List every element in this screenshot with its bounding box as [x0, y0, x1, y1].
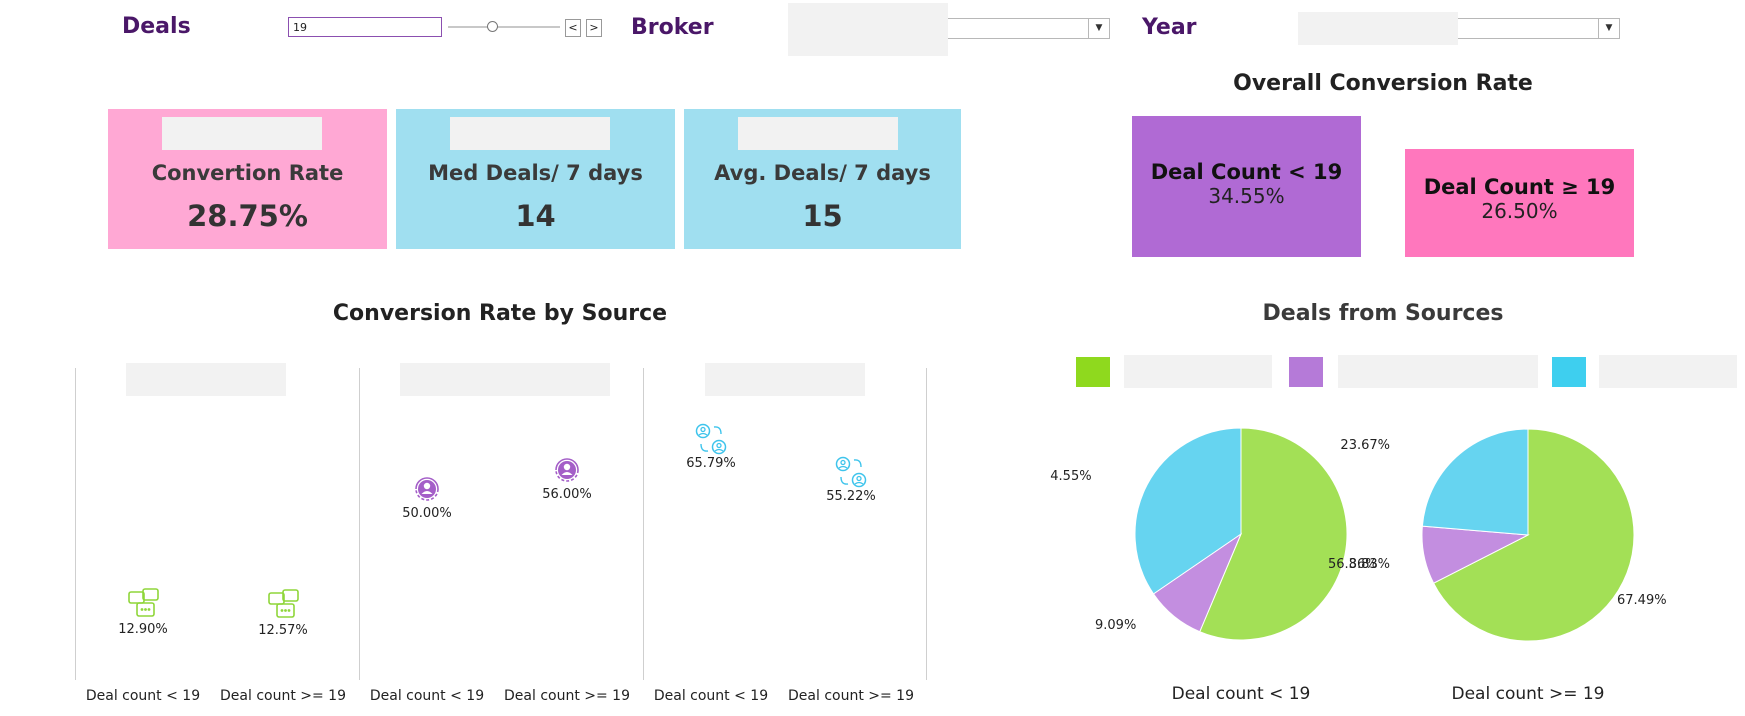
broker-filter-label: Broker [631, 15, 714, 40]
pie-slice-label: 67.49% [1617, 593, 1667, 608]
legend-swatch-cyan [1552, 357, 1586, 387]
year-placeholder [1298, 12, 1458, 45]
panel-divider [75, 368, 76, 680]
pie-slice [1199, 427, 1348, 641]
chat-icon [126, 588, 162, 624]
deals-slider-track[interactable] [448, 26, 560, 28]
kpi-label: Med Deals/ 7 days [428, 161, 643, 185]
broker-placeholder [788, 3, 948, 56]
pie-slice-label: 8.83% [1349, 557, 1390, 572]
panel-title-placeholder [126, 363, 286, 396]
slider-next-button[interactable]: > [586, 19, 602, 37]
kpi-value: 14 [515, 199, 556, 233]
data-label: 65.79% [686, 455, 736, 471]
kpi-label: Convertion Rate [151, 161, 344, 185]
panel-title-placeholder [400, 363, 610, 396]
panel-divider [359, 368, 360, 680]
panel-divider [926, 368, 927, 680]
pie-slice-label: 9.09% [1095, 618, 1136, 633]
rate-label: Deal Count < 19 [1150, 160, 1343, 184]
kpi-label: Avg. Deals/ 7 days [714, 161, 931, 185]
deals-input[interactable]: 19 [288, 17, 442, 37]
slider-prev-button[interactable]: < [565, 19, 581, 37]
pie-slice [1432, 428, 1635, 642]
referral-icon [694, 422, 728, 460]
year-filter-label: Year [1142, 15, 1197, 40]
kpi-value: 28.75% [187, 199, 308, 233]
conversion-by-source-title: Conversion Rate by Source [332, 301, 668, 326]
kpi-placeholder [738, 117, 898, 150]
referral-icon [834, 455, 868, 493]
chat-icon [266, 589, 302, 625]
x-axis-label: Deal count >= 19 [220, 688, 346, 704]
legend-swatch-purple [1289, 357, 1323, 387]
pie-charts: 56.36% 9.09% 34.55% Deal count < 19 67.49% 8.… [1050, 427, 1667, 704]
panel-title-placeholder [705, 363, 865, 396]
overall-conversion-title: Overall Conversion Rate [1233, 71, 1533, 96]
kpi-placeholder [162, 117, 322, 150]
rate-box-high: Deal Count ≥ 19 26.50% [1405, 149, 1634, 257]
pie-slice-label: 23.67% [1340, 438, 1390, 453]
deals-slider-handle[interactable] [487, 21, 498, 32]
chevron-down-icon: ▼ [1088, 19, 1109, 38]
deals-filter-label: Deals [122, 14, 191, 39]
pie-slice [1134, 427, 1242, 595]
kpi-card-conversion-rate: Convertion Rate 28.75% [108, 109, 387, 249]
data-label: 12.90% [118, 622, 168, 638]
pie-slice [1421, 428, 1529, 536]
chevron-down-icon: ▼ [1598, 19, 1619, 38]
rate-value: 34.55% [1208, 184, 1285, 208]
x-axis-label: Deal count >= 19 [788, 688, 914, 704]
user-circle-icon [550, 453, 584, 491]
data-label: 55.22% [826, 489, 876, 505]
rate-box-low: Deal Count < 19 34.55% [1132, 116, 1361, 257]
pie-title: Deal count >= 19 [1452, 684, 1605, 704]
data-label: 50.00% [402, 505, 452, 521]
rate-label: Deal Count ≥ 19 [1423, 175, 1616, 199]
x-axis-label: Deal count < 19 [653, 688, 769, 704]
legend-label-placeholder [1124, 355, 1272, 388]
panel-divider [643, 368, 644, 680]
kpi-value: 15 [802, 199, 843, 233]
x-axis-label: Deal count < 19 [85, 688, 201, 704]
x-axis-label: Deal count >= 19 [504, 688, 630, 704]
data-label: 12.57% [258, 623, 308, 639]
user-circle-icon [410, 472, 444, 510]
kpi-placeholder [450, 117, 610, 150]
pie-slice-label: 56.36% [1328, 557, 1378, 572]
pie-title: Deal count < 19 [1172, 684, 1311, 704]
legend-label-placeholder [1599, 355, 1737, 388]
legend-swatch-green [1076, 357, 1110, 387]
kpi-card-avg-deals: Avg. Deals/ 7 days 15 [684, 109, 961, 249]
x-axis-label: Deal count < 19 [369, 688, 485, 704]
pie-slice-label: 34.55% [1050, 469, 1092, 484]
kpi-card-med-deals: Med Deals/ 7 days 14 [396, 109, 675, 249]
legend-label-placeholder [1338, 355, 1538, 388]
rate-value: 26.50% [1481, 199, 1558, 223]
deals-from-sources-title: Deals from Sources [1262, 301, 1504, 326]
data-label: 56.00% [542, 486, 592, 502]
